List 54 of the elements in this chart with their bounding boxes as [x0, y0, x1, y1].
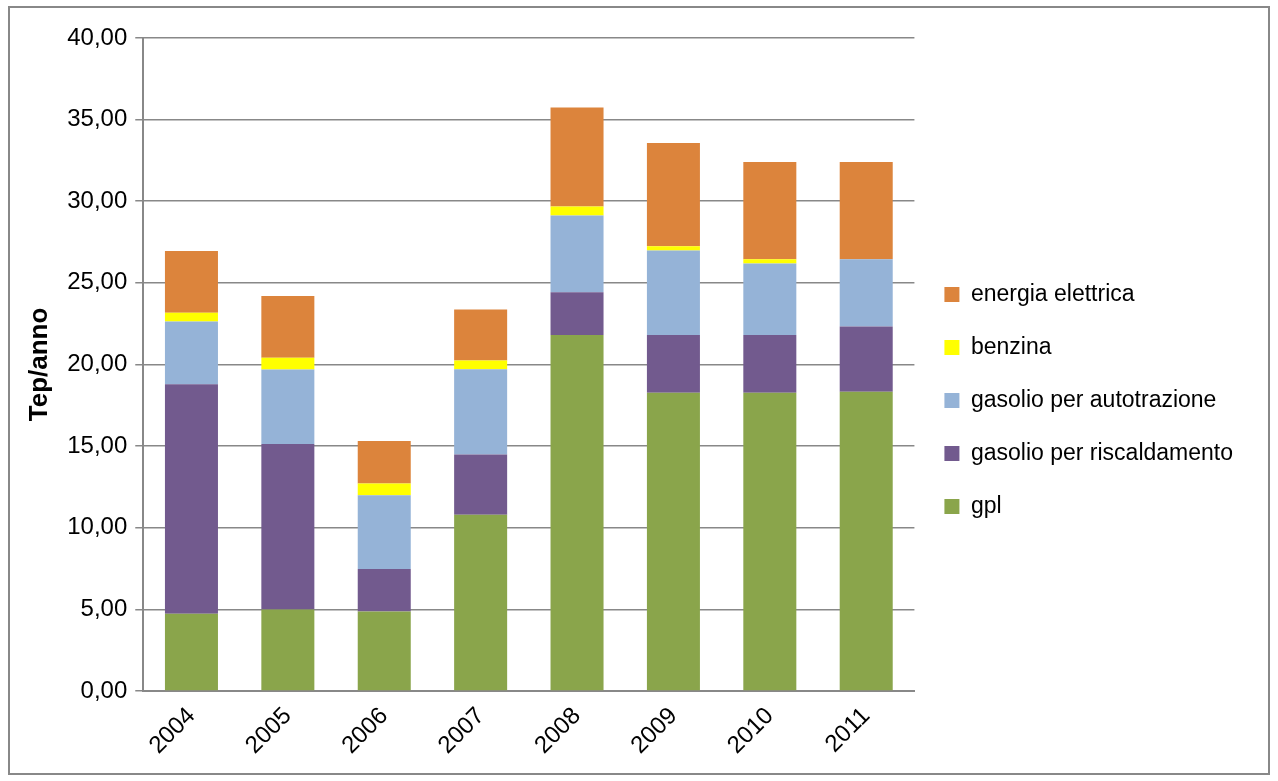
- bar: [261, 609, 315, 691]
- bar: [839, 162, 893, 260]
- bar: [454, 369, 508, 455]
- bar: [550, 107, 604, 207]
- bar: [357, 611, 411, 691]
- y-tick-label: 15,00: [67, 430, 128, 458]
- bar: [164, 251, 218, 313]
- bar: [646, 250, 700, 335]
- bar: [454, 454, 508, 515]
- bar: [454, 309, 508, 361]
- bar: [550, 215, 604, 293]
- bar: [839, 259, 893, 327]
- legend-label: benzina: [970, 332, 1052, 359]
- bar: [261, 369, 315, 445]
- bar: [164, 312, 218, 322]
- bar: [646, 142, 700, 247]
- y-tick-label: 35,00: [67, 104, 128, 132]
- bar: [357, 483, 411, 496]
- y-tick-label: 40,00: [67, 22, 128, 50]
- legend-label: energia elettrica: [970, 279, 1135, 306]
- y-tick-label: 30,00: [67, 185, 128, 213]
- y-axis-title: Tep/anno: [22, 307, 53, 422]
- bar: [646, 392, 700, 691]
- bar: [357, 568, 411, 612]
- y-tick-label: 10,00: [67, 512, 128, 540]
- y-tick-label: 25,00: [67, 267, 128, 295]
- bar: [261, 295, 315, 358]
- bar: [261, 444, 315, 610]
- bar: [454, 514, 508, 691]
- bar: [839, 391, 893, 691]
- legend-label: gpl: [970, 491, 1002, 518]
- y-tick-label: 0,00: [80, 675, 128, 703]
- bar: [646, 334, 700, 393]
- bar: [550, 334, 604, 691]
- bar: [839, 326, 893, 392]
- bar: [743, 263, 797, 335]
- bar: [261, 357, 315, 370]
- bar: [646, 246, 700, 251]
- legend-label: gasolio per riscaldamento: [970, 438, 1234, 465]
- bar: [454, 360, 508, 370]
- bar: [743, 392, 797, 691]
- bar: [743, 162, 797, 260]
- y-tick-label: 20,00: [67, 349, 128, 377]
- bar: [550, 292, 604, 335]
- bar: [164, 613, 218, 691]
- y-tick-label: 5,00: [80, 593, 128, 621]
- bar: [743, 334, 797, 393]
- bar: [164, 321, 218, 385]
- bar: [357, 495, 411, 569]
- bar: [550, 206, 604, 216]
- bar: [743, 259, 797, 264]
- bar: [357, 440, 411, 484]
- legend-label: gasolio per autotrazione: [970, 385, 1217, 412]
- bar: [164, 384, 218, 614]
